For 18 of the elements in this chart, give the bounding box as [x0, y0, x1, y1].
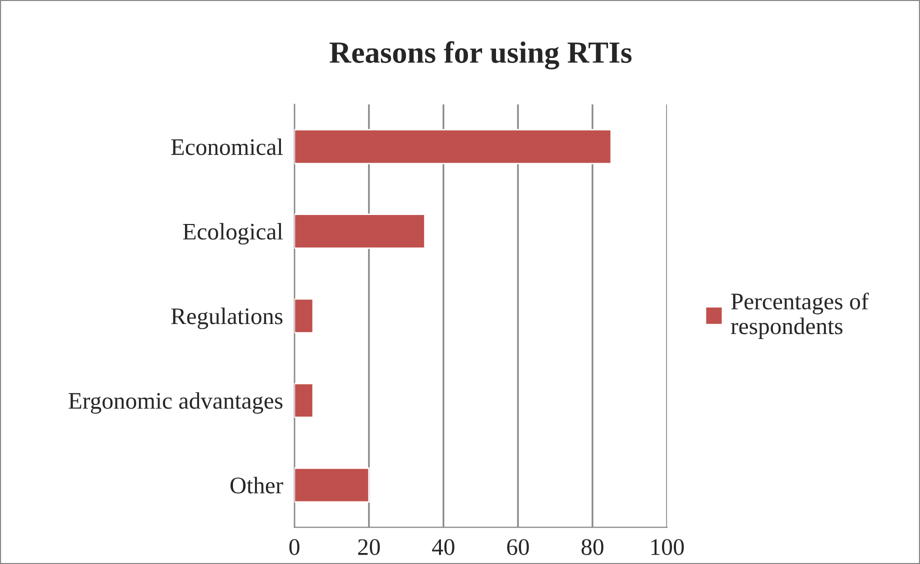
y-tick-label: Ecological: [183, 223, 283, 245]
y-tick-label: Ergonomic advantages: [68, 392, 282, 414]
y-tick-label: Economical: [171, 138, 283, 156]
x-tick-label: 20: [358, 539, 380, 556]
bar: [294, 382, 314, 418]
bar: [294, 467, 370, 503]
y-tick-label: Other: [230, 476, 284, 494]
bar: [294, 214, 426, 249]
x-tick-label: 60: [507, 539, 529, 556]
x-tick-label: 0: [289, 539, 300, 556]
chart-title: Reasons for using RTIs: [330, 41, 632, 70]
x-tick-label: 40: [432, 539, 454, 556]
y-tick-label: Regulations: [171, 308, 282, 330]
legend-label: Percentages of respondents: [730, 292, 869, 340]
bar: [294, 129, 612, 164]
bar: [294, 298, 314, 334]
x-tick-label: 80: [582, 539, 604, 556]
x-tick-label: 100: [651, 539, 684, 556]
